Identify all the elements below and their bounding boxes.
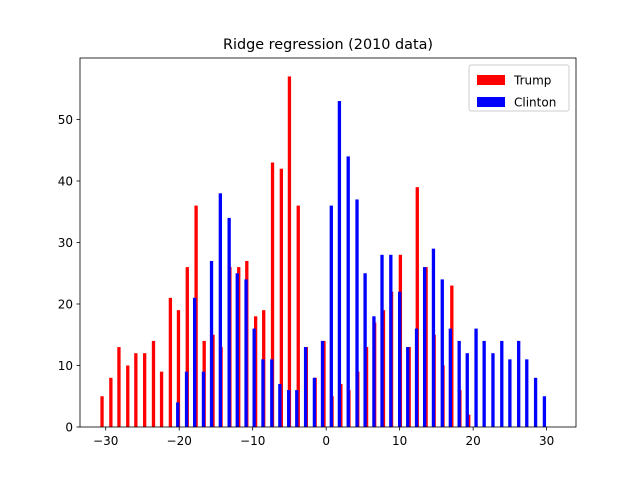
bar-trump-8 [168,297,173,427]
bar-trump-21 [279,168,283,427]
bar-clinton-14 [295,390,299,427]
bar-clinton-41 [525,359,529,427]
bar-clinton-13 [287,390,291,427]
bar-clinton-11 [270,359,274,427]
bars-layer [100,76,547,428]
bar-clinton-3 [201,371,206,427]
legend-label-clinton: Clinton [514,96,556,110]
bar-clinton-27 [406,347,410,427]
x-tick-label: 10 [392,434,407,448]
y-tick-label: 40 [58,174,73,188]
y-tick-label: 0 [65,420,73,434]
bar-clinton-1 [184,371,189,427]
bar-clinton-21 [355,199,359,427]
bar-clinton-33 [457,340,461,427]
bar-trump-5 [143,353,147,427]
bar-clinton-38 [500,340,504,427]
bar-clinton-19 [337,101,342,428]
y-tick-label: 20 [58,297,73,311]
bar-clinton-5 [218,193,223,427]
y-tick-label: 50 [58,113,73,127]
bar-trump-2 [117,347,121,427]
bar-clinton-25 [389,254,393,427]
x-tick-label: −20 [167,434,192,448]
bar-clinton-8 [244,279,248,427]
bar-clinton-24 [380,254,384,427]
bar-clinton-37 [491,353,495,427]
bar-clinton-34 [465,353,469,427]
bar-clinton-17 [320,340,325,427]
legend-swatch-trump [477,75,505,85]
y-tick-label: 30 [58,236,73,250]
chart-title: Ridge regression (2010 data) [223,37,433,53]
bar-clinton-35 [474,328,478,427]
bar-clinton-22 [363,273,367,427]
bar-clinton-15 [303,347,308,427]
legend-swatch-clinton [477,97,505,107]
bar-trump-7 [159,371,164,427]
bar-trump-23 [296,205,300,427]
bar-trump-9 [176,310,181,427]
bar-trump-3 [126,365,130,427]
legend-label-trump: Trump [513,74,551,88]
legend: Trump Clinton [468,64,570,112]
bar-clinton-29 [422,267,427,427]
bar-trump-6 [151,340,156,427]
x-tick-label: 20 [465,434,480,448]
bar-clinton-12 [278,383,282,427]
bar-clinton-9 [252,328,256,427]
bar-clinton-30 [431,248,436,427]
bar-clinton-4 [209,260,214,427]
bar-clinton-23 [372,316,376,427]
bar-clinton-40 [517,340,521,427]
bar-clinton-0 [176,402,180,427]
bar-trump-4 [134,353,138,427]
bar-clinton-42 [533,377,538,427]
bar-trump-22 [287,76,292,427]
bar-clinton-43 [542,396,547,427]
bar-clinton-20 [346,156,350,427]
bar-clinton-26 [397,291,402,427]
bar-trump-20 [270,162,275,428]
bar-clinton-31 [440,279,444,427]
bar-clinton-16 [312,377,317,427]
bar-clinton-36 [482,340,486,427]
bar-clinton-32 [448,328,452,427]
x-tick-label: −10 [240,434,265,448]
bar-clinton-18 [329,205,333,427]
bar-clinton-39 [508,359,512,427]
y-tick-label: 10 [58,359,73,373]
axes-layer: −30 −20 −10 0 10 20 30 0 10 20 30 40 50 [58,57,577,448]
bar-clinton-6 [227,217,231,427]
bar-clinton-10 [261,359,265,427]
bar-trump-0 [100,396,104,427]
bar-clinton-2 [192,297,197,427]
bar-trump-37 [415,187,419,427]
x-tick-label: −30 [93,434,118,448]
bar-clinton-7 [235,273,239,427]
x-tick-label: 30 [539,434,554,448]
bar-clinton-28 [414,328,419,427]
x-tick-label: 0 [322,434,330,448]
bar-trump-10 [185,267,189,427]
bar-trump-1 [109,377,113,427]
